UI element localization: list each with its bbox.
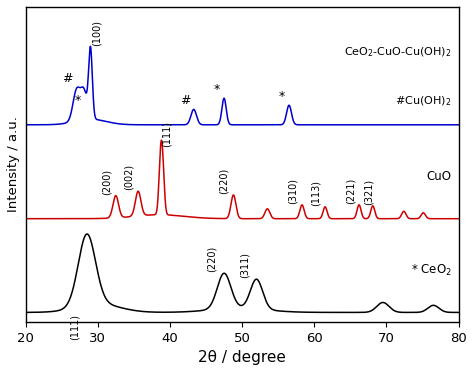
Text: (002): (002) xyxy=(124,164,134,190)
Text: *: * xyxy=(214,83,220,96)
Text: #Cu(OH)$_2$: #Cu(OH)$_2$ xyxy=(395,94,451,108)
Text: *: * xyxy=(279,90,285,103)
Text: #: # xyxy=(181,94,191,107)
Text: (111): (111) xyxy=(70,314,80,340)
Text: (310): (310) xyxy=(288,178,298,204)
Text: (221): (221) xyxy=(346,178,356,204)
Text: (220): (220) xyxy=(207,246,217,272)
Y-axis label: Intensity / a.u.: Intensity / a.u. xyxy=(7,116,20,212)
Text: (113): (113) xyxy=(311,180,321,206)
Text: (111): (111) xyxy=(161,121,171,147)
Text: *: * xyxy=(74,94,81,108)
X-axis label: 2θ / degree: 2θ / degree xyxy=(198,350,286,365)
Text: (200): (200) xyxy=(102,169,112,195)
Text: (100): (100) xyxy=(91,19,101,45)
Text: * CeO$_2$: * CeO$_2$ xyxy=(410,263,451,278)
Text: CeO$_2$-CuO-Cu(OH)$_2$: CeO$_2$-CuO-Cu(OH)$_2$ xyxy=(344,45,451,59)
Text: CuO: CuO xyxy=(427,170,451,183)
Text: (321): (321) xyxy=(364,179,374,205)
Text: #: # xyxy=(62,72,73,85)
Text: (311): (311) xyxy=(240,252,250,278)
Text: (220): (220) xyxy=(219,168,229,194)
